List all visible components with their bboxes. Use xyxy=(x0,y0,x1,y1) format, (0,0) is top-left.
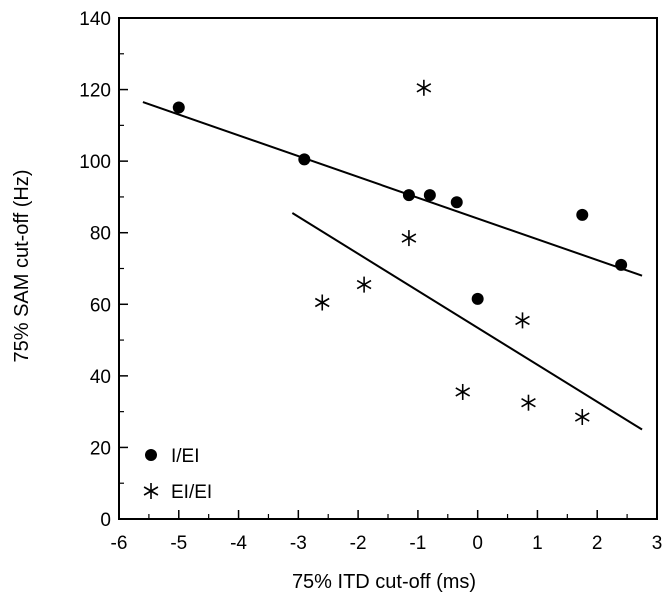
asterisk-stroke xyxy=(143,486,159,496)
y-tick-label: 120 xyxy=(79,81,111,102)
y-tick-label: 140 xyxy=(79,9,111,30)
i-ei-point xyxy=(450,196,463,209)
ei-ei-point xyxy=(416,79,432,96)
ei-ei-point xyxy=(455,383,471,400)
ei-ei-point xyxy=(401,230,417,247)
asterisk-stroke xyxy=(455,387,471,397)
i-ei-point xyxy=(615,258,628,271)
y-axis-label: 75% SAM cut-off (Hz) xyxy=(11,169,33,362)
i-ei-point xyxy=(172,101,185,114)
x-tick-label: 0 xyxy=(472,533,483,554)
fit-line xyxy=(291,212,643,431)
asterisk-stroke xyxy=(401,233,417,243)
x-tick-label: -3 xyxy=(290,533,307,554)
x-tick-label: -5 xyxy=(170,533,187,554)
y-tick-label: 80 xyxy=(90,224,111,245)
x-tick-label: 3 xyxy=(652,533,663,554)
x-tick-label: -2 xyxy=(350,533,367,554)
asterisk-stroke xyxy=(356,279,372,290)
data-points xyxy=(172,79,628,426)
ei-ei-point xyxy=(521,394,536,411)
i-ei-point xyxy=(298,153,311,166)
plot-border xyxy=(118,17,658,520)
i-ei-point xyxy=(471,292,484,305)
asterisk-stroke xyxy=(574,412,590,422)
asterisk-stroke xyxy=(416,83,432,93)
i-ei-point xyxy=(402,189,415,202)
y-tick-label: 40 xyxy=(90,367,111,388)
y-axis: 0 20 40 60 80 100 120 140 xyxy=(79,9,128,531)
x-axis: -6 -5 -4 -3 -2 -1 0 1 2 3 xyxy=(111,510,663,554)
y-tick-label: 100 xyxy=(79,152,111,173)
fit-line xyxy=(142,101,643,277)
ei-ei-point xyxy=(574,409,590,426)
i-ei-point xyxy=(576,208,589,221)
ei-ei-point xyxy=(356,276,372,293)
asterisk-stroke xyxy=(515,315,530,326)
x-tick-label: 1 xyxy=(532,533,543,554)
legend-label: I/EI xyxy=(171,446,200,467)
legend-label: EI/EI xyxy=(171,482,212,503)
fit-lines xyxy=(142,101,643,431)
legend-circle-icon xyxy=(145,449,157,461)
x-tick-label: -1 xyxy=(409,533,426,554)
x-tick-label: -4 xyxy=(230,533,247,554)
y-tick-label: 20 xyxy=(90,438,111,459)
legend: I/EI EI/EI xyxy=(143,446,212,503)
ei-ei-point xyxy=(314,294,330,311)
asterisk-stroke xyxy=(314,297,330,308)
x-axis-label: 75% ITD cut-off (ms) xyxy=(292,571,476,593)
i-ei-point xyxy=(423,189,436,202)
x-tick-label: -6 xyxy=(111,533,128,554)
asterisk-stroke xyxy=(521,398,536,408)
y-tick-label: 0 xyxy=(100,510,111,531)
legend-asterisk-icon xyxy=(143,483,159,499)
y-tick-label: 60 xyxy=(90,295,111,316)
ei-ei-point xyxy=(515,312,530,329)
x-tick-label: 2 xyxy=(592,533,603,554)
plot-frame xyxy=(118,17,658,520)
